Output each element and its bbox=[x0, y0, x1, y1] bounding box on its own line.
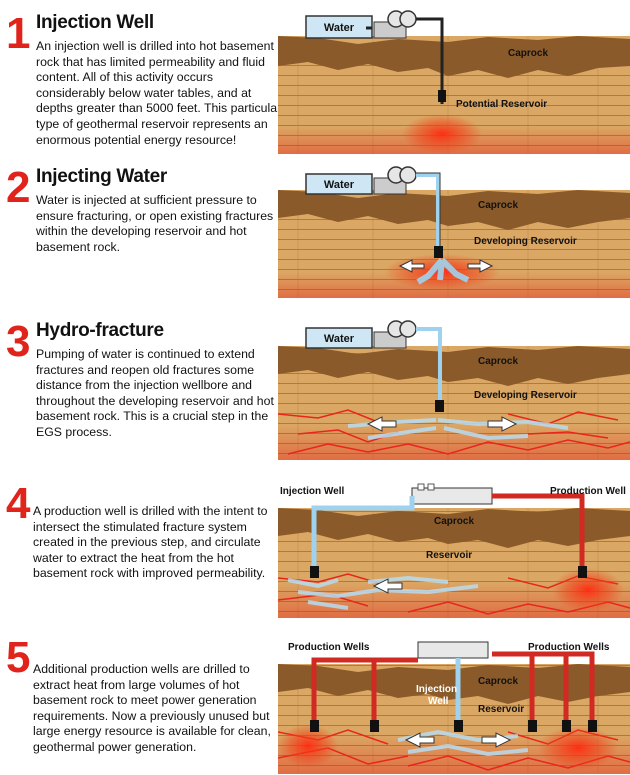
step-number: 1 bbox=[6, 9, 31, 58]
caprock-label: Caprock bbox=[478, 356, 518, 367]
step-number: 5 bbox=[6, 633, 31, 682]
injection-well-label: Injection Well bbox=[280, 486, 344, 497]
power-plant bbox=[417, 641, 489, 659]
step-1: 1 Injection Well An injection well is dr… bbox=[0, 0, 630, 155]
arrow-right-icon bbox=[467, 259, 494, 273]
caprock-label: Caprock bbox=[478, 676, 518, 687]
step-1-illustration: Water Caprock Potential Reservoir bbox=[278, 10, 630, 154]
pipe bbox=[366, 17, 444, 104]
step-4-illustration: Injection Well Production Well Caprock R… bbox=[278, 483, 630, 618]
caprock-label: Caprock bbox=[478, 200, 518, 211]
reservoir-label: Developing Reservoir bbox=[474, 390, 577, 401]
step-number: 3 bbox=[6, 317, 31, 366]
step-title: Hydro-fracture bbox=[36, 320, 164, 341]
step-2-illustration: Water Caprock Developing Reservoir bbox=[278, 166, 630, 298]
water-label: Water bbox=[324, 333, 355, 345]
step-number: 2 bbox=[6, 163, 31, 212]
reservoir-label: Developing Reservoir bbox=[474, 236, 577, 247]
reservoir-label: Reservoir bbox=[426, 550, 472, 561]
arrow-left-icon bbox=[404, 732, 435, 748]
caprock-label: Caprock bbox=[508, 48, 548, 59]
step-number: 4 bbox=[6, 479, 31, 528]
step-description: Pumping of water is continued to extend … bbox=[36, 347, 274, 439]
step-5: 5 Additional production wells are drille… bbox=[0, 632, 630, 775]
step-3-illustration: Water Caprock Developing Reservoir bbox=[278, 320, 630, 460]
step-title: Injection Well bbox=[36, 12, 154, 33]
arrow-right-icon bbox=[372, 578, 403, 594]
water-label: Water bbox=[324, 22, 355, 34]
caprock-label: Caprock bbox=[434, 516, 474, 527]
injection-well-label-line2: Well bbox=[428, 696, 449, 707]
step-3: 3 Hydro-fracture Pumping of water is con… bbox=[0, 312, 630, 462]
arrow-left-icon bbox=[398, 259, 425, 273]
arrow-left-icon bbox=[366, 416, 397, 432]
step-description: A production well is drilled with the in… bbox=[33, 504, 268, 581]
reservoir-label: Potential Reservoir bbox=[456, 99, 547, 110]
reservoir-label: Reservoir bbox=[478, 704, 524, 715]
arrow-right-icon bbox=[487, 416, 518, 432]
production-well-label: Production Well bbox=[550, 486, 626, 497]
wellhead bbox=[438, 90, 446, 102]
step-description: Water is injected at sufficient pressure… bbox=[36, 193, 274, 254]
step-description: Additional production wells are drilled … bbox=[33, 662, 271, 754]
arrow-right-icon bbox=[481, 732, 512, 748]
injection-well-label-line1: Injection bbox=[416, 684, 457, 695]
step-description: An injection well is drilled into hot ba… bbox=[36, 39, 282, 147]
step-4: 4 A production well is drilled with the … bbox=[0, 478, 630, 618]
production-wells-left-label: Production Wells bbox=[288, 642, 370, 653]
water-label: Water bbox=[324, 179, 355, 191]
production-wells-right-label: Production Wells bbox=[528, 642, 610, 653]
step-5-illustration: Production Wells Production Wells Inject… bbox=[278, 641, 630, 774]
step-2: 2 Injecting Water Water is injected at s… bbox=[0, 158, 630, 298]
step-title: Injecting Water bbox=[36, 166, 167, 187]
